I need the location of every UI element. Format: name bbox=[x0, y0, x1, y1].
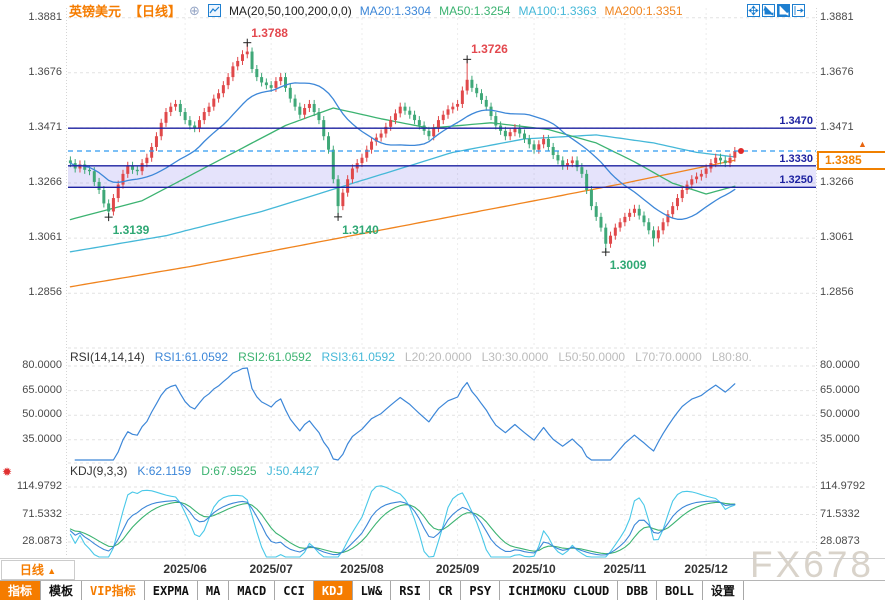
price-axis-label-right: 1.3471 bbox=[820, 120, 854, 133]
tab-psy[interactable]: PSY bbox=[461, 581, 501, 600]
kdj-title: KDJ(9,3,3) bbox=[70, 464, 128, 478]
tab-cr[interactable]: CR bbox=[429, 581, 462, 600]
kdj-axis-label-left: 71.5332 bbox=[22, 507, 62, 520]
extreme-annotation: 1.3140 bbox=[342, 222, 379, 237]
price-axis-label-left: 1.2856 bbox=[28, 286, 62, 299]
rsi2-value: RSI2:61.0592 bbox=[238, 350, 312, 364]
current-price-badge: 1.3385 bbox=[817, 151, 885, 170]
rsi-axis-label-right: 50.0000 bbox=[820, 408, 860, 421]
tab-ichimoku-cloud[interactable]: ICHIMOKU CLOUD bbox=[500, 581, 619, 600]
date-axis-label: 2025/07 bbox=[249, 562, 293, 576]
level-label: 1.3330 bbox=[779, 152, 813, 165]
date-axis-row bbox=[0, 558, 885, 580]
tab-kdj[interactable]: KDJ bbox=[313, 581, 353, 600]
restore-icon[interactable] bbox=[792, 4, 805, 17]
tab-cci[interactable]: CCI bbox=[275, 581, 314, 600]
tab-lw-[interactable]: LW& bbox=[352, 581, 392, 600]
kdj-axis-label-right: 28.0873 bbox=[820, 535, 860, 547]
chart-header: 英镑美元 【日线】 ⊕ MA(20,50,100,200,0,0) MA20:1… bbox=[69, 2, 683, 20]
watermark: FX678 bbox=[750, 544, 875, 585]
price-axis-label-left: 1.3881 bbox=[28, 10, 62, 23]
rsi-axis-label-left: 50.0000 bbox=[22, 408, 62, 421]
tab-dbb[interactable]: DBB bbox=[618, 581, 657, 600]
kdj-axis-label-left: 114.9792 bbox=[16, 480, 62, 492]
rsi-axis-label-right: 35.0000 bbox=[820, 432, 860, 445]
date-axis-label: 2025/12 bbox=[684, 562, 728, 576]
extreme-annotation: 1.3009 bbox=[609, 258, 647, 273]
date-axis-label: 2025/11 bbox=[603, 562, 647, 576]
extreme-annotation: 1.3788 bbox=[251, 25, 288, 40]
rsi1-value: RSI1:61.0592 bbox=[154, 350, 229, 364]
price-axis-label-right: 1.3061 bbox=[820, 231, 854, 244]
chart-toolbar-icons bbox=[747, 4, 805, 17]
rsi-l20: L20:20.0000 bbox=[404, 350, 472, 364]
rsi-l70: L70:70.0000 bbox=[635, 350, 702, 364]
axis-scale-icon[interactable] bbox=[777, 4, 790, 17]
rsi-l50: L50:50.0000 bbox=[558, 350, 626, 364]
tab-boll[interactable]: BOLL bbox=[656, 581, 703, 600]
ma200-value: MA200:1.3351 bbox=[604, 3, 683, 18]
extreme-annotation: 1.3726 bbox=[471, 42, 508, 57]
price-axis-label-left: 1.3061 bbox=[28, 231, 62, 244]
pan-icon[interactable] bbox=[747, 4, 760, 17]
chart-type-icon[interactable] bbox=[207, 4, 221, 17]
rsi-axis-label-right: 80.0000 bbox=[820, 359, 860, 371]
date-axis-label: 2025/09 bbox=[435, 562, 480, 576]
tab-ma[interactable]: MA bbox=[197, 581, 230, 600]
ma100-value: MA100:1.3363 bbox=[518, 3, 597, 18]
tab-expma[interactable]: EXPMA bbox=[144, 581, 198, 600]
extreme-annotation: 1.3139 bbox=[112, 223, 150, 238]
rsi-panel-header: RSI(14,14,14) RSI1:61.0592 RSI2:61.0592 … bbox=[70, 350, 752, 364]
price-axis-label-right: 1.3266 bbox=[820, 176, 854, 188]
rsi-axis-label-left: 65.0000 bbox=[22, 383, 62, 396]
kdj-panel-header: KDJ(9,3,3) K:62.1159 D:67.9525 J:50.4427 bbox=[70, 464, 319, 478]
tab-rsi[interactable]: RSI bbox=[391, 581, 430, 600]
kdj-d-value: D:67.9525 bbox=[201, 464, 257, 478]
price-axis-label-left: 1.3471 bbox=[28, 120, 62, 133]
tab-macd[interactable]: MACD bbox=[229, 581, 276, 600]
rsi3-value: RSI3:61.0592 bbox=[321, 350, 395, 364]
kdj-j-value: J:50.4427 bbox=[266, 464, 320, 478]
ma20-value: MA20:1.3304 bbox=[359, 3, 432, 18]
tab-vip指标[interactable]: VIP指标 bbox=[82, 581, 145, 600]
date-axis-label: 2025/10 bbox=[512, 562, 556, 576]
rsi-l30: L30:30.0000 bbox=[481, 350, 549, 364]
tab-设置[interactable]: 设置 bbox=[702, 581, 744, 600]
rsi-l80: L80:80. bbox=[711, 350, 752, 364]
rsi-axis-label-left: 35.0000 bbox=[22, 432, 62, 445]
period-selector-label: 日线 bbox=[19, 563, 44, 577]
axis-zoom-icon[interactable] bbox=[762, 4, 775, 17]
level-label: 1.3470 bbox=[779, 115, 813, 128]
symbol-name: 英镑美元 bbox=[69, 4, 122, 19]
ma50-value: MA50:1.3254 bbox=[439, 3, 511, 18]
kdj-k-value: K:62.1159 bbox=[137, 464, 192, 478]
date-axis-label: 2025/08 bbox=[340, 562, 384, 576]
rsi-title: RSI(14,14,14) bbox=[70, 350, 145, 364]
kdj-alert-icon[interactable]: ✹ bbox=[2, 465, 13, 479]
kdj-axis-label-left: 28.0873 bbox=[22, 535, 62, 547]
price-axis-label-left: 1.3266 bbox=[28, 176, 62, 188]
tab-模板[interactable]: 模板 bbox=[41, 581, 83, 600]
period-dropdown-arrow-icon: ▲ bbox=[47, 566, 57, 576]
price-up-arrow-icon: ▲ bbox=[858, 139, 867, 149]
rsi-axis-label-left: 80.0000 bbox=[22, 359, 62, 371]
price-axis-label-right: 1.3676 bbox=[820, 65, 854, 78]
indicator-toolbar: 指标 模板 VIP指标 EXPMA MA MACD CCI KDJ LW& RSI CR PSY ICH… bbox=[0, 580, 885, 600]
ma-settings-label: MA(20,50,100,200,0,0) bbox=[228, 3, 352, 18]
price-axis-label-left: 1.3676 bbox=[28, 65, 62, 78]
price-axis-label-right: 1.2856 bbox=[820, 286, 854, 299]
rsi-axis-label-right: 65.0000 bbox=[820, 383, 860, 396]
price-axis-label-right: 1.3881 bbox=[820, 10, 854, 23]
kdj-axis-label-right: 114.9792 bbox=[820, 480, 866, 492]
period-label[interactable]: 【日线】 bbox=[129, 4, 182, 19]
add-indicator-icon[interactable]: ⊕ bbox=[189, 3, 200, 18]
kdj-axis-label-right: 71.5332 bbox=[820, 507, 860, 520]
tab-指标[interactable]: 指标 bbox=[0, 581, 42, 600]
level-label: 1.3250 bbox=[779, 174, 813, 187]
date-axis-label: 2025/06 bbox=[163, 562, 207, 576]
period-selector[interactable]: 日线 ▲ bbox=[1, 560, 75, 580]
